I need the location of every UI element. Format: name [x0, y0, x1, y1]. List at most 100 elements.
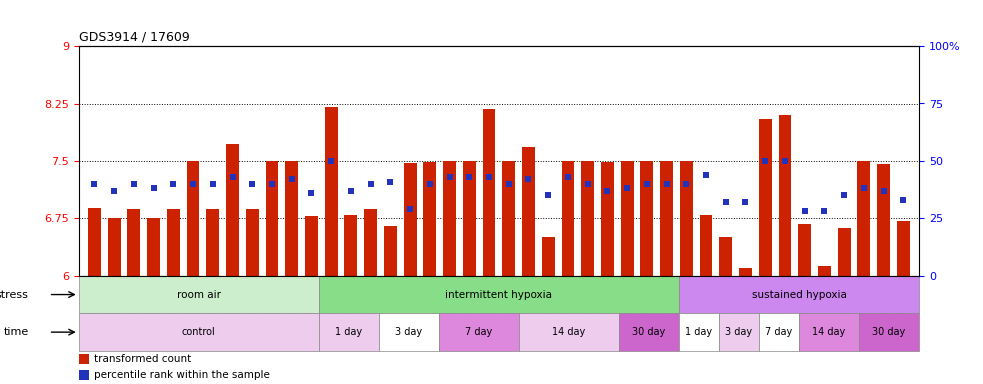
Point: [797, 209, 813, 215]
Text: 30 day: 30 day: [873, 327, 905, 337]
Point: [264, 181, 280, 187]
Point: [521, 176, 537, 182]
Bar: [404, 163, 417, 276]
Bar: [108, 218, 121, 276]
Point: [323, 158, 339, 164]
Point: [145, 185, 161, 192]
Point: [126, 181, 142, 187]
Point: [284, 176, 300, 182]
Bar: [206, 209, 219, 276]
Point: [382, 179, 398, 185]
Bar: [561, 161, 574, 276]
Point: [481, 174, 496, 180]
Bar: [443, 161, 456, 276]
Bar: [324, 108, 337, 276]
Text: 14 day: 14 day: [812, 327, 845, 337]
Bar: [79, 354, 88, 364]
Bar: [619, 313, 679, 351]
Text: sustained hypoxia: sustained hypoxia: [752, 290, 846, 300]
Bar: [641, 161, 654, 276]
Point: [896, 197, 911, 203]
Bar: [305, 216, 318, 276]
Bar: [581, 161, 594, 276]
Bar: [759, 313, 799, 351]
Text: 1 day: 1 day: [685, 327, 713, 337]
Point: [204, 181, 220, 187]
Bar: [519, 313, 619, 351]
Point: [441, 174, 457, 180]
Bar: [128, 209, 141, 276]
Bar: [79, 370, 88, 380]
Point: [778, 158, 793, 164]
Text: 7 day: 7 day: [465, 327, 492, 337]
Point: [757, 158, 773, 164]
Bar: [344, 215, 357, 276]
Bar: [187, 161, 200, 276]
Text: 1 day: 1 day: [335, 327, 363, 337]
Bar: [679, 276, 919, 313]
Text: stress: stress: [0, 290, 29, 300]
Point: [343, 188, 359, 194]
Bar: [167, 209, 180, 276]
Text: 7 day: 7 day: [766, 327, 792, 337]
Bar: [719, 313, 759, 351]
Bar: [798, 224, 811, 276]
Point: [580, 181, 596, 187]
Point: [185, 181, 201, 187]
Bar: [700, 215, 713, 276]
Bar: [79, 313, 318, 351]
Text: intermittent hypoxia: intermittent hypoxia: [445, 290, 552, 300]
Text: percentile rank within the sample: percentile rank within the sample: [93, 370, 269, 380]
Text: 3 day: 3 day: [725, 327, 753, 337]
Point: [639, 181, 655, 187]
Text: 14 day: 14 day: [552, 327, 586, 337]
Text: time: time: [3, 327, 29, 337]
Text: GDS3914 / 17609: GDS3914 / 17609: [79, 30, 190, 43]
Point: [461, 174, 477, 180]
Bar: [424, 162, 436, 276]
Point: [422, 181, 437, 187]
Point: [698, 172, 714, 178]
Bar: [365, 209, 377, 276]
Bar: [483, 109, 495, 276]
Text: transformed count: transformed count: [93, 354, 191, 364]
Point: [541, 192, 556, 199]
Point: [659, 181, 674, 187]
Bar: [502, 161, 515, 276]
Text: 30 day: 30 day: [632, 327, 665, 337]
Bar: [522, 147, 535, 276]
Bar: [378, 313, 438, 351]
Bar: [679, 313, 719, 351]
Point: [402, 206, 418, 212]
Bar: [601, 162, 613, 276]
Bar: [759, 119, 772, 276]
Bar: [799, 313, 859, 351]
Bar: [896, 221, 909, 276]
Point: [87, 181, 102, 187]
Bar: [318, 313, 378, 351]
Point: [560, 174, 576, 180]
Bar: [285, 161, 298, 276]
Point: [678, 181, 694, 187]
Bar: [88, 209, 101, 276]
Bar: [661, 161, 673, 276]
Bar: [818, 266, 831, 276]
Point: [106, 188, 122, 194]
Point: [600, 188, 615, 194]
Point: [817, 209, 833, 215]
Bar: [877, 164, 890, 276]
Point: [718, 199, 733, 205]
Bar: [265, 161, 278, 276]
Point: [225, 174, 241, 180]
Point: [737, 199, 753, 205]
Bar: [739, 268, 752, 276]
Bar: [857, 161, 870, 276]
Point: [304, 190, 319, 196]
Bar: [680, 161, 693, 276]
Point: [165, 181, 181, 187]
Bar: [438, 313, 519, 351]
Bar: [620, 161, 633, 276]
Bar: [147, 218, 160, 276]
Bar: [384, 226, 397, 276]
Point: [856, 185, 872, 192]
